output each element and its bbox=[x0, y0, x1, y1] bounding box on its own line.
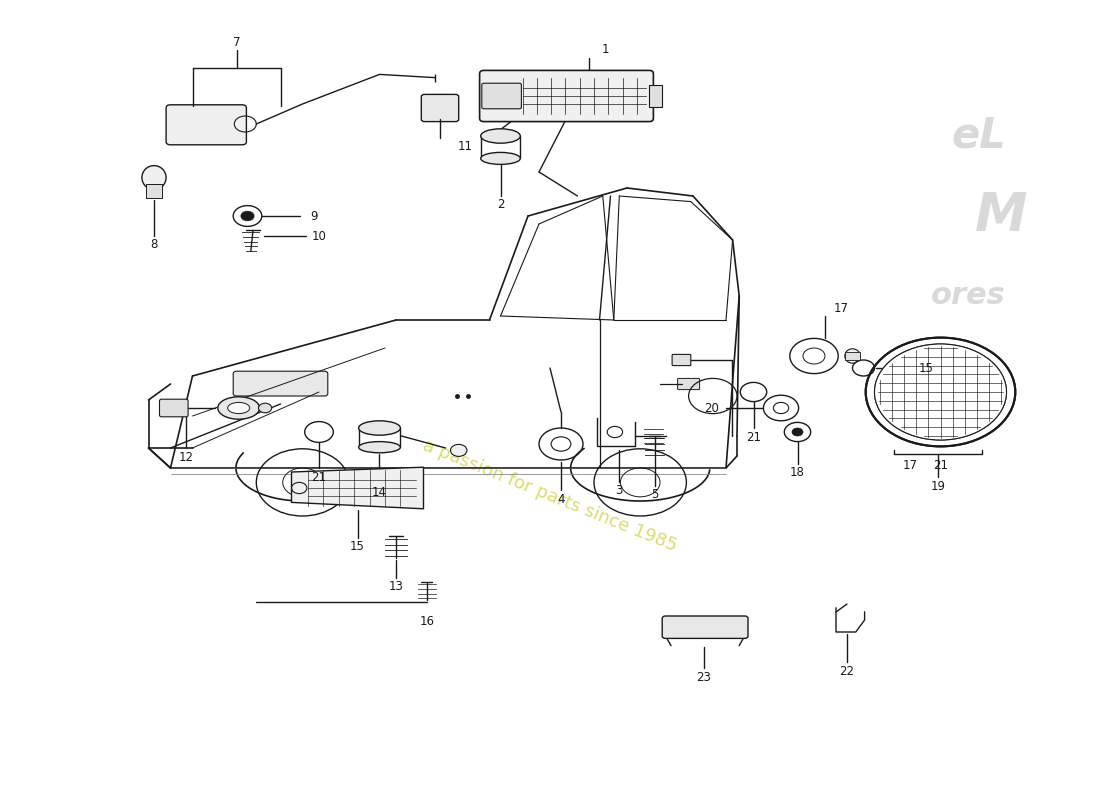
Text: 3: 3 bbox=[616, 484, 623, 497]
FancyBboxPatch shape bbox=[480, 70, 653, 122]
Text: 17: 17 bbox=[902, 459, 917, 472]
Ellipse shape bbox=[481, 129, 520, 143]
FancyBboxPatch shape bbox=[421, 94, 459, 122]
Ellipse shape bbox=[228, 402, 250, 414]
Ellipse shape bbox=[359, 442, 400, 453]
Circle shape bbox=[792, 428, 803, 436]
Ellipse shape bbox=[142, 166, 166, 190]
Text: 15: 15 bbox=[918, 362, 934, 374]
Ellipse shape bbox=[481, 153, 520, 165]
Text: 5: 5 bbox=[651, 488, 658, 501]
Text: 15: 15 bbox=[350, 540, 365, 553]
FancyBboxPatch shape bbox=[160, 399, 188, 417]
Text: 18: 18 bbox=[790, 466, 805, 479]
Text: 2: 2 bbox=[497, 198, 504, 211]
Text: M: M bbox=[975, 190, 1027, 242]
FancyBboxPatch shape bbox=[662, 616, 748, 638]
FancyBboxPatch shape bbox=[845, 352, 860, 360]
Text: 13: 13 bbox=[388, 580, 404, 593]
FancyBboxPatch shape bbox=[482, 83, 521, 109]
FancyBboxPatch shape bbox=[678, 378, 700, 390]
FancyBboxPatch shape bbox=[166, 105, 246, 145]
Ellipse shape bbox=[218, 397, 260, 419]
Circle shape bbox=[874, 344, 1006, 440]
Text: a passion for parts since 1985: a passion for parts since 1985 bbox=[420, 437, 680, 555]
Ellipse shape bbox=[845, 349, 860, 363]
Text: 11: 11 bbox=[458, 140, 473, 153]
Text: 14: 14 bbox=[372, 486, 387, 499]
Text: 12: 12 bbox=[178, 451, 194, 464]
Text: 1: 1 bbox=[602, 43, 608, 56]
Text: 20: 20 bbox=[704, 402, 719, 414]
Text: 8: 8 bbox=[151, 238, 157, 251]
Text: 21: 21 bbox=[933, 459, 948, 472]
Polygon shape bbox=[292, 467, 424, 509]
Text: 21: 21 bbox=[311, 471, 327, 484]
FancyBboxPatch shape bbox=[672, 354, 691, 366]
Text: eL: eL bbox=[952, 115, 1006, 157]
Text: 9: 9 bbox=[310, 210, 317, 222]
Text: 7: 7 bbox=[233, 36, 240, 49]
Circle shape bbox=[241, 211, 254, 221]
Ellipse shape bbox=[258, 403, 272, 413]
FancyBboxPatch shape bbox=[146, 184, 162, 198]
Ellipse shape bbox=[359, 421, 400, 435]
Text: 23: 23 bbox=[696, 671, 712, 684]
Text: 22: 22 bbox=[839, 665, 855, 678]
Bar bbox=[649, 85, 662, 107]
Text: 21: 21 bbox=[746, 431, 761, 444]
FancyBboxPatch shape bbox=[233, 371, 328, 396]
Text: 16: 16 bbox=[419, 615, 435, 628]
Ellipse shape bbox=[451, 444, 468, 456]
Text: 4: 4 bbox=[558, 493, 564, 506]
Text: 17: 17 bbox=[834, 302, 849, 314]
Text: ores: ores bbox=[931, 282, 1005, 310]
Text: 19: 19 bbox=[931, 480, 946, 493]
Text: 10: 10 bbox=[311, 230, 327, 242]
